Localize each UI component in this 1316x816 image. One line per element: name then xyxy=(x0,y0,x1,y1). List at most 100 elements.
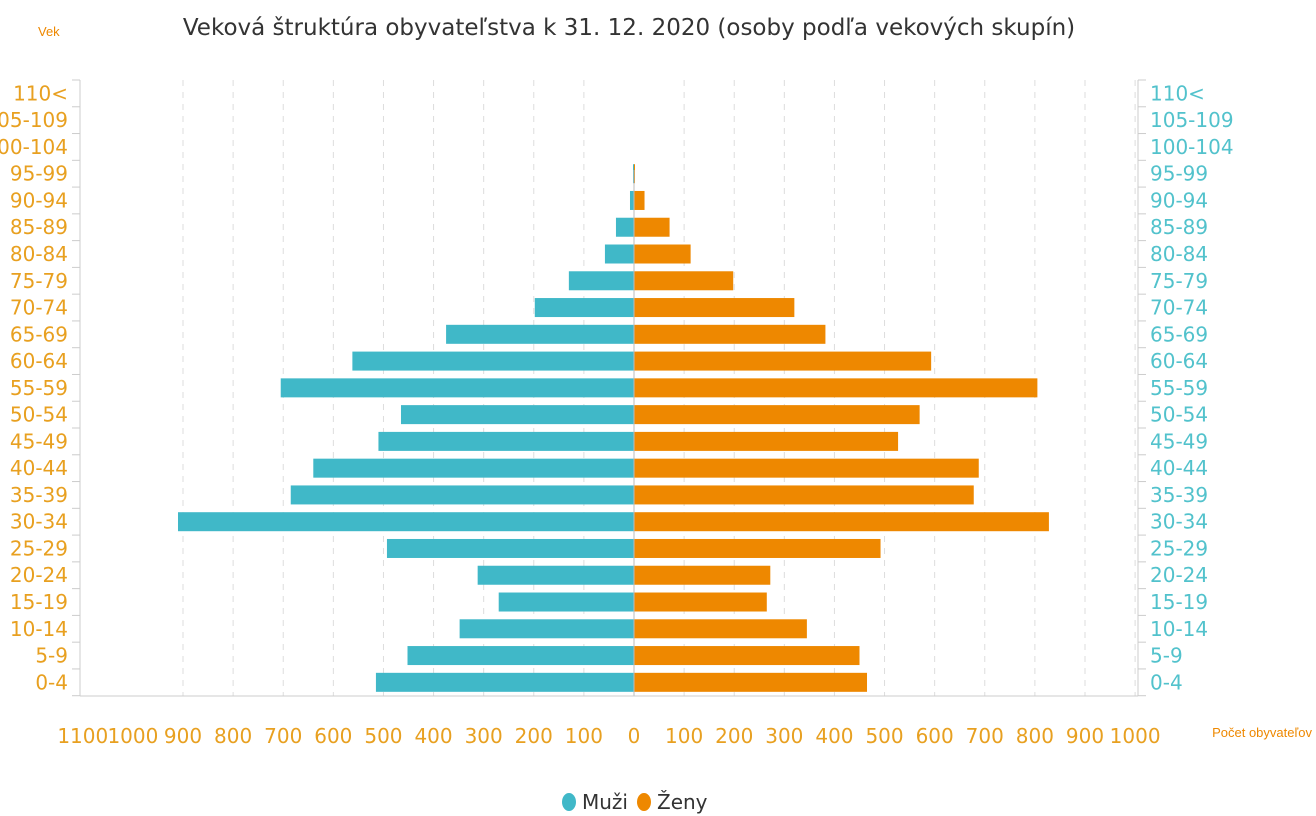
age-label-right: 35-39 xyxy=(1150,483,1208,507)
bar-women-30-34 xyxy=(634,512,1049,532)
age-label-right: 80-84 xyxy=(1150,242,1208,266)
legend-swatch-men xyxy=(562,793,576,811)
x-axis-title: Počet obyvateľov xyxy=(1212,725,1312,740)
age-label-right: 110< xyxy=(1150,81,1205,105)
x-tick-label: 0 xyxy=(628,724,641,748)
x-tick-label: 500 xyxy=(364,724,402,748)
age-label-left: 105-109 xyxy=(0,108,68,132)
bar-women-95-99 xyxy=(634,164,636,184)
axes xyxy=(72,79,1146,697)
age-label-right: 45-49 xyxy=(1150,429,1208,453)
chart-title: Veková štruktúra obyvateľstva k 31. 12. … xyxy=(183,15,1075,41)
age-label-left: 80-84 xyxy=(10,242,68,266)
bar-men-0-4 xyxy=(375,672,634,692)
age-label-right: 105-109 xyxy=(1150,108,1234,132)
age-label-left: 30-34 xyxy=(10,510,68,534)
bar-women-20-24 xyxy=(634,565,771,585)
bar-women-70-74 xyxy=(634,298,795,318)
age-label-left: 20-24 xyxy=(10,563,68,587)
bar-men-95-99 xyxy=(632,164,634,184)
age-label-right: 55-59 xyxy=(1150,376,1208,400)
x-tick-label: 800 xyxy=(214,724,252,748)
x-tick-label: 1000 xyxy=(1110,724,1161,748)
bar-men-45-49 xyxy=(378,431,634,451)
bar-women-10-14 xyxy=(634,619,807,639)
age-label-left: 10-14 xyxy=(10,617,68,641)
age-label-left: 15-19 xyxy=(10,590,68,614)
series-men-bars xyxy=(177,164,634,692)
bar-men-55-59 xyxy=(280,378,634,398)
legend-swatch-women xyxy=(637,793,651,811)
age-label-left: 85-89 xyxy=(10,215,68,239)
age-label-left: 35-39 xyxy=(10,483,68,507)
age-label-left: 45-49 xyxy=(10,429,68,453)
age-label-left: 110< xyxy=(13,81,68,105)
age-label-right: 60-64 xyxy=(1150,349,1208,373)
age-label-right: 75-79 xyxy=(1150,269,1208,293)
age-label-left: 65-69 xyxy=(10,322,68,346)
bar-women-65-69 xyxy=(634,324,826,344)
series-women-bars xyxy=(634,164,1049,692)
x-tick-label: 200 xyxy=(515,724,553,748)
age-label-left: 0-4 xyxy=(35,670,68,694)
age-label-right: 65-69 xyxy=(1150,322,1208,346)
x-tick-label: 100 xyxy=(565,724,603,748)
bar-men-85-89 xyxy=(615,217,634,237)
age-label-right: 5-9 xyxy=(1150,644,1183,668)
bar-men-10-14 xyxy=(459,619,634,639)
age-label-right: 85-89 xyxy=(1150,215,1208,239)
age-label-right: 90-94 xyxy=(1150,188,1208,212)
age-label-left: 55-59 xyxy=(10,376,68,400)
age-label-left: 90-94 xyxy=(10,188,68,212)
age-label-right: 100-104 xyxy=(1150,135,1234,159)
bar-men-5-9 xyxy=(407,646,634,666)
x-tick-label: 700 xyxy=(264,724,302,748)
y-axis-title: Vek xyxy=(38,24,60,39)
age-label-left: 40-44 xyxy=(10,456,68,480)
bar-women-55-59 xyxy=(634,378,1038,398)
age-label-left: 25-29 xyxy=(10,536,68,560)
x-tick-label: 300 xyxy=(465,724,503,748)
age-label-right: 95-99 xyxy=(1150,162,1208,186)
bar-women-60-64 xyxy=(634,351,932,371)
bar-women-40-44 xyxy=(634,458,979,478)
bar-men-90-94 xyxy=(629,190,634,210)
x-tick-label: 300 xyxy=(765,724,803,748)
legend-label-men: Muži xyxy=(582,790,628,814)
bar-men-70-74 xyxy=(534,298,634,318)
bar-men-50-54 xyxy=(400,405,634,425)
x-tick-labels: 1100 1000 900 800 700 600 500 400 300 200 100 0 100 2… xyxy=(57,724,1160,748)
age-label-right: 50-54 xyxy=(1150,403,1208,427)
x-tick-label: 600 xyxy=(314,724,352,748)
bar-men-60-64 xyxy=(352,351,634,371)
age-label-right: 70-74 xyxy=(1150,296,1208,320)
bar-men-25-29 xyxy=(386,538,634,558)
bar-men-15-19 xyxy=(498,592,634,612)
bar-women-35-39 xyxy=(634,485,974,505)
bar-women-80-84 xyxy=(634,244,691,264)
legend-label-women: Ženy xyxy=(657,790,708,814)
x-tick-label: 200 xyxy=(715,724,753,748)
bar-women-45-49 xyxy=(634,431,899,451)
age-label-right: 40-44 xyxy=(1150,456,1208,480)
x-tick-label: 400 xyxy=(414,724,452,748)
age-label-left: 5-9 xyxy=(35,644,68,668)
age-label-right: 30-34 xyxy=(1150,510,1208,534)
age-label-left: 60-64 xyxy=(10,349,68,373)
bar-men-40-44 xyxy=(313,458,634,478)
age-label-right: 20-24 xyxy=(1150,563,1208,587)
bar-women-15-19 xyxy=(634,592,767,612)
bar-women-0-4 xyxy=(634,672,868,692)
bar-women-5-9 xyxy=(634,646,860,666)
age-label-right: 25-29 xyxy=(1150,536,1208,560)
bar-women-50-54 xyxy=(634,405,920,425)
bar-men-65-69 xyxy=(446,324,634,344)
bar-men-75-79 xyxy=(568,271,634,291)
bar-men-20-24 xyxy=(477,565,634,585)
x-tick-label: 900 xyxy=(1066,724,1104,748)
bar-women-25-29 xyxy=(634,538,881,558)
x-tick-label: 400 xyxy=(815,724,853,748)
